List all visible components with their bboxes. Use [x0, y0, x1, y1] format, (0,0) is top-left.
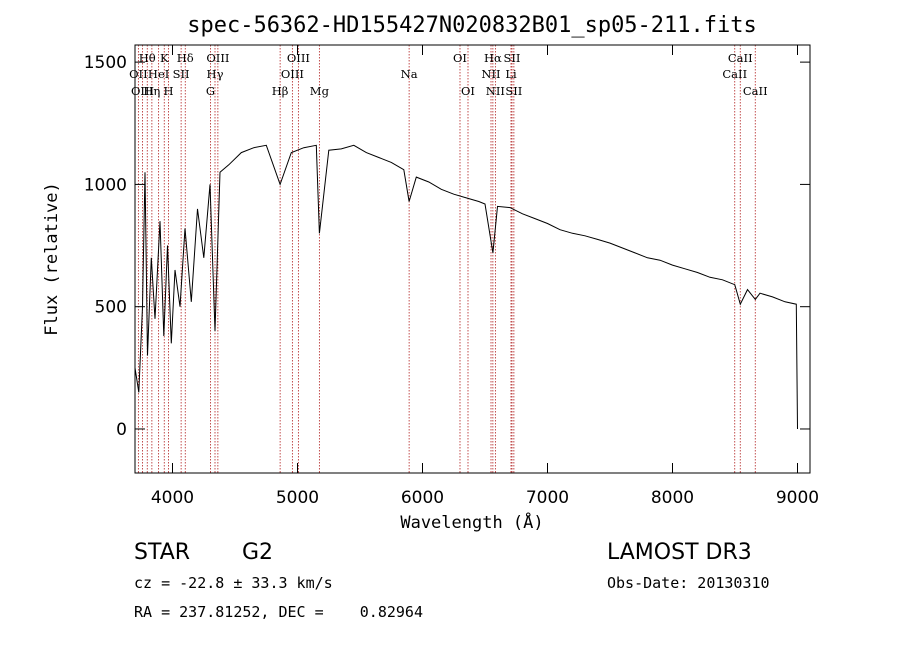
plot-frame — [134, 44, 811, 474]
line-label-15: Mg — [310, 84, 330, 98]
line-label-22: SII — [504, 51, 521, 65]
x-tick-label: 4000 — [151, 488, 194, 508]
line-label-14: OIII — [287, 51, 310, 65]
chart-title: spec-56362-HD155427N020832B01_sp05-211.f… — [187, 13, 757, 38]
line-label-25: CaII — [722, 67, 747, 81]
line-label-10: Hγ — [207, 67, 224, 81]
coordinates-text: RA = 237.81252, DEC = 0.82964 — [134, 603, 423, 621]
redshift-text: cz = -22.8 ± 33.3 km/s — [134, 574, 333, 592]
line-label-9: OIII — [206, 51, 229, 65]
y-axis-label: Flux (relative) — [42, 182, 62, 336]
spectral-line-markers — [137, 45, 756, 473]
y-tick-label: 1500 — [84, 53, 127, 73]
survey-name: LAMOST DR3 — [607, 540, 752, 565]
x-axis-ticks: 4000 5000 6000 7000 8000 9000 — [151, 45, 819, 508]
line-label-27: CaII — [743, 84, 768, 98]
line-label-11: G — [206, 84, 215, 98]
line-label-1: OII — [129, 67, 148, 81]
line-label-7: SII — [173, 67, 190, 81]
line-label-26: CaII — [728, 51, 753, 65]
line-label-6: H — [163, 84, 173, 98]
line-label-2: OIII — [131, 84, 154, 98]
line-label-21: NII — [486, 84, 505, 98]
spectrum-line — [134, 144, 798, 430]
x-tick-label: 6000 — [401, 488, 444, 508]
line-label-23: Li — [505, 67, 517, 81]
x-tick-label: 9000 — [776, 488, 819, 508]
x-tick-label: 7000 — [526, 488, 569, 508]
x-axis-label: Wavelength (Å) — [400, 511, 543, 533]
obs-date-text: Obs-Date: 20130310 — [607, 574, 770, 592]
spectral-subclass: G2 — [242, 540, 274, 565]
line-label-3: Hη — [143, 84, 160, 98]
line-label-24: SII — [505, 84, 522, 98]
y-tick-label: 500 — [95, 298, 127, 318]
line-label-20: Hα — [484, 51, 502, 65]
object-class: STAR — [134, 540, 191, 565]
x-tick-label: 8000 — [651, 488, 694, 508]
line-label-12: Hβ — [272, 84, 289, 98]
y-tick-label: 1000 — [84, 175, 127, 195]
y-axis-ticks: 0 500 1000 1500 — [84, 53, 810, 440]
line-label-16: Na — [401, 67, 418, 81]
line-label-8: Hδ — [177, 51, 194, 65]
line-label-4: HeI — [148, 67, 169, 81]
line-label-19: NII — [481, 67, 500, 81]
line-label-5: K — [160, 51, 169, 65]
x-tick-label: 5000 — [276, 488, 319, 508]
line-label-13: OIII — [281, 67, 304, 81]
y-tick-label: 0 — [116, 420, 127, 440]
line-label-17: OI — [453, 51, 467, 65]
line-label-18: OI — [461, 84, 475, 98]
line-label-0: Hθ — [139, 51, 156, 65]
